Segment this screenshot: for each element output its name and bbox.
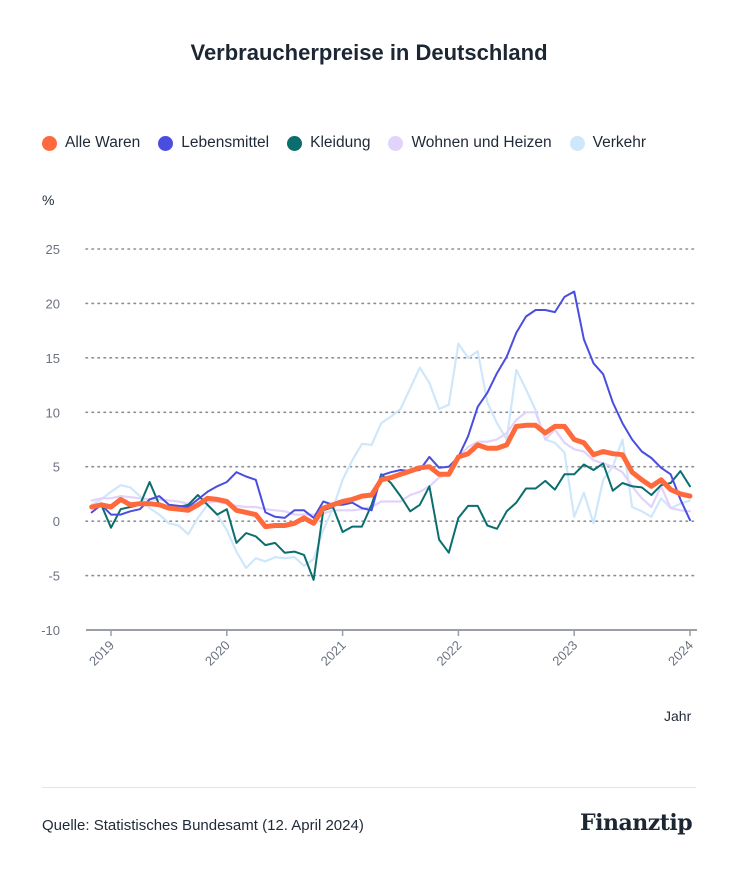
legend-label: Alle Waren: [65, 134, 141, 151]
x-tick-label: 2022: [433, 638, 464, 669]
source-note: Quelle: Statistisches Bundesamt (12. Apr…: [42, 817, 364, 834]
y-tick-label: 0: [53, 514, 60, 529]
y-tick-label: 10: [46, 405, 60, 420]
legend-label: Wohnen und Heizen: [411, 134, 552, 151]
y-tick-label: -10: [41, 623, 60, 638]
x-tick-label: 2019: [86, 638, 117, 669]
y-tick-label: -5: [48, 569, 60, 584]
series-line-alle-waren: [89, 422, 693, 530]
y-tick-label: 20: [46, 296, 60, 311]
legend-item-alle-waren: Alle Waren: [42, 134, 140, 152]
x-tick-label: 2021: [318, 638, 349, 669]
legend-swatch: [569, 135, 585, 151]
series-line-kleidung: [90, 462, 691, 581]
divider: [42, 787, 696, 788]
legend-item-verkehr: Verkehr: [569, 134, 647, 152]
x-tick-label: 2020: [202, 638, 233, 669]
series-line-lebensmittel: [90, 290, 691, 522]
legend: Alle Waren Lebensmittel Kleidung Wohnen …: [42, 134, 646, 152]
legend-swatch: [42, 135, 57, 151]
chart-title: Verbraucherpreise in Deutschland: [190, 40, 548, 65]
y-tick-label: 25: [46, 242, 60, 257]
y-axis-label: %: [42, 192, 55, 208]
legend-item-wohnen: Wohnen und Heizen: [388, 134, 552, 152]
x-tick-label: 2024: [665, 638, 696, 669]
legend-item-kleidung: Kleidung: [287, 134, 370, 152]
legend-label: Lebensmittel: [181, 134, 270, 151]
x-tick-label: 2023: [549, 638, 580, 669]
finanztip-logo: Finanztip: [580, 810, 693, 836]
x-axis-label: Jahr: [664, 708, 692, 724]
y-tick-label: 5: [53, 460, 60, 475]
legend-label: Kleidung: [310, 134, 371, 151]
legend-swatch: [158, 135, 174, 151]
legend-swatch: [388, 135, 404, 151]
series-line-verkehr: [90, 342, 692, 570]
series-line-wohnen-und-heizen: [90, 411, 692, 516]
legend-swatch: [287, 135, 303, 151]
legend-label: Verkehr: [592, 134, 647, 151]
legend-item-lebensmittel: Lebensmittel: [158, 134, 269, 152]
y-tick-label: 15: [46, 351, 60, 366]
